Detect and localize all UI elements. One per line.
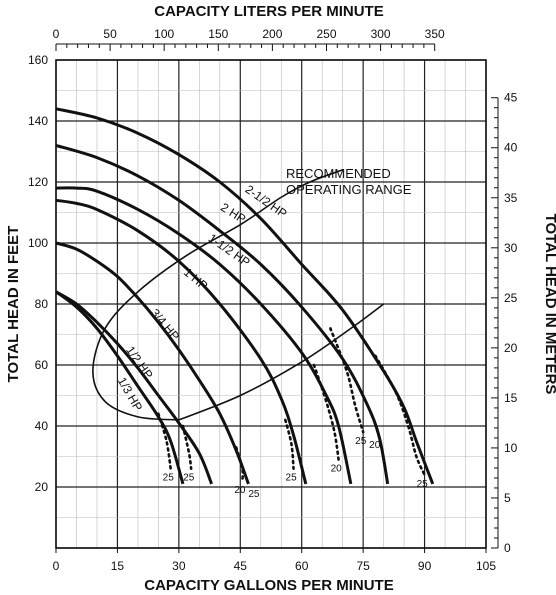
pump-curve-dotted [329,327,365,434]
top-tick-label: 350 [425,27,445,41]
y-tick-label: 140 [28,114,48,128]
pump-curve [55,241,250,485]
x-tick-label: 90 [418,559,432,573]
pump-curve-dotted [374,354,426,477]
right-tick-label: 40 [504,141,518,155]
right-tick-label: 20 [504,341,518,355]
top-tick-label: 200 [262,27,282,41]
top-axis-title: CAPACITY LITERS PER MINUTE [154,3,383,20]
range-lower-line [178,303,385,421]
x-tick-label: 30 [172,559,186,573]
right-tick-label: 30 [504,241,518,255]
y-tick-label: 40 [35,419,49,433]
series-label: 1/3 HP [115,375,145,414]
pump-curve-dotted [234,446,245,483]
right-tick-label: 0 [504,541,511,555]
top-tick-label: 150 [208,27,228,41]
top-tick-label: 0 [53,27,60,41]
y-tick-label: 160 [28,53,48,67]
series-1-1-2-hp: 201-1/2 HP [55,186,353,485]
top-tick-label: 50 [103,27,117,41]
y-tick-label: 100 [28,236,48,250]
right-tick-label: 25 [504,291,518,305]
right-tick-label: 5 [504,491,511,505]
pump-curve [55,198,308,485]
grid [55,59,487,549]
series-label: 3/4 HP [148,306,182,343]
range-note-line-1: RECOMMENDED [286,166,391,181]
y-tick-label: 20 [35,480,49,494]
y-tick-label: 120 [28,175,48,189]
right-tick-label: 15 [504,391,518,405]
pump-curve [55,290,214,485]
range-upper-line [92,169,343,421]
recommended-operating-range [92,169,385,421]
series-label: 2-1/2 HP [243,182,290,221]
dotted-curve-label: 25 [286,473,298,484]
range-note-line-2: OPERATING RANGE [286,182,412,197]
x-tick-label: 15 [111,559,125,573]
dotted-curve-label: 25 [163,473,175,484]
x-tick-label: 105 [476,559,496,573]
x-tick-label: 45 [234,559,248,573]
top-tick-label: 300 [371,27,391,41]
x-tick-label: 60 [295,559,309,573]
dotted-curve-label: 20 [331,464,343,475]
dotted-curve-label: 25 [183,473,195,484]
plot-frame [55,59,487,549]
pump-curve [55,290,185,485]
x-tick-label: 75 [356,559,370,573]
dotted-curve-label: 25 [417,479,429,490]
bottom-axis-title: CAPACITY GALLONS PER MINUTE [144,577,393,594]
dotted-curve-label: 25 [248,489,260,500]
pump-curve [55,186,353,485]
x-tick-label: 0 [53,559,60,573]
pump-curve-dotted [312,363,340,461]
dotted-curve-label: 25 [355,436,367,447]
dotted-curve-label: 20 [234,485,246,496]
pump-curve-dotted [181,424,193,470]
right-tick-label: 45 [504,91,518,105]
top-tick-label: 100 [154,27,174,41]
pump-curve [55,143,390,485]
top-tick-label: 250 [316,27,336,41]
right-axis-title: TOTAL HEAD IN METERS [542,214,556,395]
series-3-4-hp: 20 253/4 HP [55,241,260,500]
y-tick-label: 60 [35,358,49,372]
y-tick-label: 80 [35,297,49,311]
right-tick-label: 10 [504,441,518,455]
pump-curve-dotted [157,412,172,470]
dotted-curve-label: 20 [369,440,381,451]
pump-curve [55,107,435,485]
pump-curve-dotted [284,418,295,470]
left-axis-title: TOTAL HEAD IN FEET [5,226,22,383]
right-tick-label: 35 [504,191,518,205]
